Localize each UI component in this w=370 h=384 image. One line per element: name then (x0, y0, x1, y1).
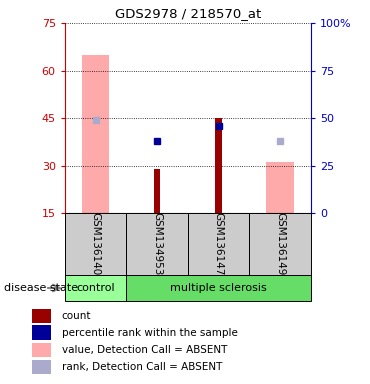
Text: GSM134953: GSM134953 (152, 212, 162, 276)
Text: GSM136140: GSM136140 (91, 212, 101, 275)
Text: control: control (76, 283, 115, 293)
Bar (215, 118, 222, 213)
Bar (126, 275, 311, 301)
Text: GSM136149: GSM136149 (275, 212, 285, 276)
Text: disease state: disease state (4, 283, 78, 293)
Bar (65, 213, 126, 275)
Bar (82, 55, 110, 213)
Text: GSM136147: GSM136147 (213, 212, 223, 276)
Text: percentile rank within the sample: percentile rank within the sample (61, 328, 238, 338)
Bar (32, 326, 51, 340)
Bar (266, 162, 294, 213)
Bar (32, 360, 51, 374)
Text: rank, Detection Call = ABSENT: rank, Detection Call = ABSENT (61, 362, 222, 372)
Text: multiple sclerosis: multiple sclerosis (170, 283, 267, 293)
Bar (32, 343, 51, 357)
Text: count: count (61, 311, 91, 321)
Text: value, Detection Call = ABSENT: value, Detection Call = ABSENT (61, 344, 227, 354)
Bar (126, 213, 188, 275)
Title: GDS2978 / 218570_at: GDS2978 / 218570_at (115, 7, 261, 20)
Bar (154, 169, 160, 213)
Bar (32, 309, 51, 323)
Bar (188, 213, 249, 275)
Bar (249, 213, 311, 275)
Bar (65, 275, 126, 301)
